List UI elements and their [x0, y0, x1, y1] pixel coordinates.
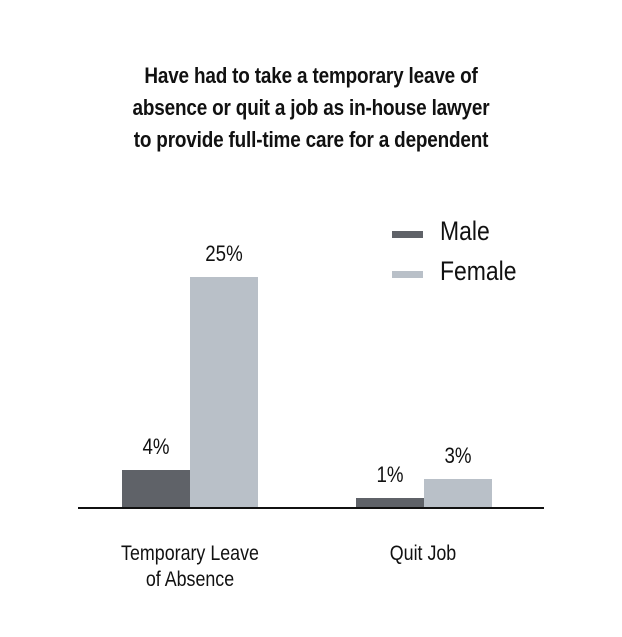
- bar-female-quit-job: [424, 479, 492, 507]
- category-label-temporary-leave: Temporary Leave of Absence: [114, 541, 267, 593]
- bar-female-temporary-leave: [190, 277, 258, 507]
- legend-label-male: Male: [440, 216, 490, 246]
- title-line-2: absence or quit a job as in-house lawyer: [132, 95, 490, 120]
- title-line-1: Have had to take a temporary leave of: [144, 63, 478, 88]
- bar-male-temporary-leave: [122, 470, 190, 507]
- category-label-line: of Absence: [145, 568, 235, 591]
- bar-male-quit-job: [356, 498, 424, 507]
- category-label-line: Temporary Leave: [121, 542, 259, 565]
- legend-label-female: Female: [440, 256, 517, 286]
- value-label-female: 25%: [205, 241, 243, 266]
- value-label-male: 1%: [376, 462, 404, 487]
- title-line-3: to provide full-time care for a dependen…: [133, 127, 489, 152]
- legend-swatch-female: [392, 271, 423, 278]
- value-label-male: 4%: [142, 434, 170, 459]
- category-label-quit-job: Quit Job: [355, 541, 491, 567]
- value-label-female: 3%: [444, 443, 472, 468]
- x-axis-line: [78, 507, 544, 509]
- category-label-line: Quit Job: [389, 542, 457, 565]
- legend-swatch-male: [392, 231, 423, 238]
- chart-title: Have had to take a temporary leave of ab…: [44, 60, 579, 156]
